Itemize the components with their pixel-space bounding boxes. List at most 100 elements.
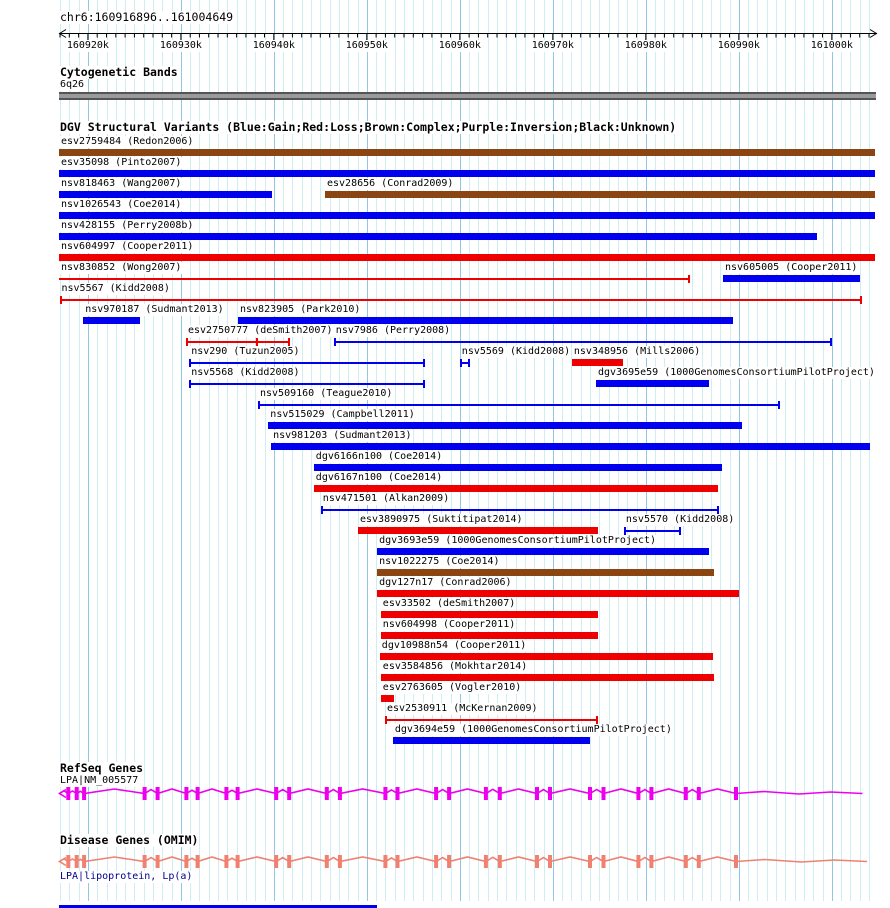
variant-range-line-nsv471501[interactable] [320,509,720,511]
omim-gene-exon[interactable] [601,855,606,868]
clipped-next-track-bar[interactable] [59,905,378,908]
variant-label-nsv5568[interactable]: nsv5568 (Kidd2008) [190,367,301,379]
variant-bar-esv35098[interactable] [59,170,875,177]
variant-range-line-nsv509160[interactable] [258,404,781,406]
variant-label-dgv3693e59[interactable]: dgv3693e59 (1000GenomesConsortiumPilotPr… [378,535,658,547]
omim-gene-exon[interactable] [683,855,688,868]
refseq-gene-exon[interactable] [649,787,654,800]
variant-label-nsv7986[interactable]: nsv7986 (Perry2008) [334,325,452,337]
omim-gene-exon[interactable] [535,855,539,868]
variant-label-nsv290[interactable]: nsv290 (Tuzun2005) [190,346,301,358]
refseq-gene-exon[interactable] [497,787,502,800]
variant-label-esv2759484[interactable]: esv2759484 (Redon2006) [60,136,195,148]
variant-range-line-nsv5570[interactable] [623,530,682,532]
variant-label-nsv5567[interactable]: nsv5567 (Kidd2008) [60,283,171,295]
variant-bar-dgv10988n54[interactable] [379,653,714,660]
variant-bar-nsv428155[interactable] [59,233,817,240]
variant-label-nsv5569[interactable]: nsv5569 (Kidd2008) [460,346,572,358]
refseq-gene-exon[interactable] [395,787,400,800]
variant-label-dgv127n17[interactable]: dgv127n17 (Conrad2006) [378,577,513,589]
variant-range-line-esv2750777[interactable] [186,341,291,343]
refseq-gene-exon[interactable] [548,787,552,800]
variant-bar-nsv348956[interactable] [571,359,623,366]
variant-label-nsv515029[interactable]: nsv515029 (Campbell2011) [269,409,416,421]
variant-range-line-nsv830852[interactable] [59,278,690,280]
omim-gene-exon[interactable] [287,855,292,868]
variant-label-nsv970187[interactable]: nsv970187 (Sudmant2013) [84,304,225,316]
cytoband-bar[interactable] [59,92,876,100]
variant-label-nsv5570[interactable]: nsv5570 (Kidd2008) [624,514,736,526]
omim-gene-exon[interactable] [696,855,701,868]
omim-gene-exon[interactable] [82,855,87,868]
variant-label-esv3890975[interactable]: esv3890975 (Suktitipat2014) [359,514,524,526]
variant-bar-nsv823905[interactable] [238,317,734,324]
variant-label-esv2530911[interactable]: esv2530911 (McKernan2009) [386,703,539,715]
variant-bar-esv2759484[interactable] [59,149,875,156]
variant-label-dgv10988n54[interactable]: dgv10988n54 (Cooper2011) [380,640,528,652]
omim-gene-exon[interactable] [184,855,189,868]
variant-label-nsv1022275[interactable]: nsv1022275 (Coe2014) [378,556,501,568]
omim-gene-exon[interactable] [434,855,439,868]
variant-label-nsv428155[interactable]: nsv428155 (Perry2008b) [60,220,195,232]
variant-bar-nsv604998[interactable] [380,632,598,639]
variant-range-line-nsv5569[interactable] [459,362,470,364]
omim-gene-exon[interactable] [497,855,502,868]
variant-range-line-nsv7986[interactable] [333,341,832,343]
variant-label-nsv981203[interactable]: nsv981203 (Sudmant2013) [272,430,413,442]
variant-label-dgv6166n100[interactable]: dgv6166n100 (Coe2014) [314,451,444,463]
variant-range-line-esv2530911[interactable] [385,719,598,721]
refseq-gene-exon[interactable] [184,787,189,800]
variant-label-dgv6167n100[interactable]: dgv6167n100 (Coe2014) [314,472,444,484]
variant-bar-nsv1026543[interactable] [59,212,875,219]
refseq-gene-exon[interactable] [734,787,738,800]
variant-label-nsv818463[interactable]: nsv818463 (Wang2007) [60,178,183,190]
variant-label-nsv1026543[interactable]: nsv1026543 (Coe2014) [60,199,183,211]
variant-bar-esv3890975[interactable] [358,527,598,534]
omim-gene-exon[interactable] [649,855,654,868]
variant-label-nsv471501[interactable]: nsv471501 (Alkan2009) [321,493,451,505]
variant-bar-esv33502[interactable] [380,611,598,618]
variant-bar-esv3584856[interactable] [380,674,715,681]
variant-bar-dgv127n17[interactable] [377,590,739,597]
refseq-gene-exon[interactable] [696,787,701,800]
omim-gene-exon[interactable] [548,855,552,868]
variant-label-esv2750777[interactable]: esv2750777 (deSmith2007) [187,325,334,337]
variant-label-esv2763605[interactable]: esv2763605 (Vogler2010) [381,682,523,694]
refseq-gene-exon[interactable] [287,787,292,800]
refseq-gene-exon[interactable] [683,787,688,800]
variant-range-line-nsv290[interactable] [189,362,425,364]
variant-label-dgv3694e59[interactable]: dgv3694e59 (1000GenomesConsortiumPilotPr… [393,724,673,736]
variant-bar-nsv605005[interactable] [723,275,860,282]
variant-bar-esv28656[interactable] [325,191,875,198]
refseq-gene-exon[interactable] [601,787,606,800]
variant-bar-esv2763605[interactable] [380,695,394,702]
variant-bar-nsv970187[interactable] [83,317,140,324]
variant-bar-nsv515029[interactable] [268,422,743,429]
omim-gene-exon[interactable] [734,855,738,868]
variant-label-dgv3695e59[interactable]: dgv3695e59 (1000GenomesConsortiumPilotPr… [597,367,876,379]
variant-range-line-nsv5567[interactable] [59,299,862,301]
omim-gene-label[interactable]: LPA|lipoprotein, Lp(a) [59,871,194,883]
refseq-gene-exon[interactable] [434,787,439,800]
variant-label-nsv823905[interactable]: nsv823905 (Park2010) [239,304,362,316]
variant-bar-dgv3695e59[interactable] [596,380,709,387]
variant-label-nsv348956[interactable]: nsv348956 (Mills2006) [572,346,702,358]
variant-bar-dgv6166n100[interactable] [313,464,722,471]
variant-label-esv28656[interactable]: esv28656 (Conrad2009) [326,178,455,190]
variant-bar-dgv3693e59[interactable] [377,548,710,555]
variant-label-nsv605005[interactable]: nsv605005 (Cooper2011) [724,262,859,274]
variant-bar-dgv6167n100[interactable] [313,485,718,492]
variant-bar-dgv3694e59[interactable] [392,737,590,744]
variant-label-nsv604997[interactable]: nsv604997 (Cooper2011) [60,241,195,253]
variant-bar-nsv981203[interactable] [271,443,870,450]
variant-label-nsv830852[interactable]: nsv830852 (Wong2007) [60,262,183,274]
variant-bar-nsv1022275[interactable] [377,569,715,576]
variant-label-nsv604998[interactable]: nsv604998 (Cooper2011) [381,619,517,631]
omim-gene-exon[interactable] [274,855,279,868]
variant-bar-nsv604997[interactable] [59,254,875,261]
variant-label-esv35098[interactable]: esv35098 (Pinto2007) [60,157,183,169]
omim-gene-exon[interactable] [155,855,160,868]
omim-gene-exon[interactable] [395,855,400,868]
refseq-gene-exon[interactable] [82,787,87,800]
refseq-gene-exon[interactable] [274,787,279,800]
